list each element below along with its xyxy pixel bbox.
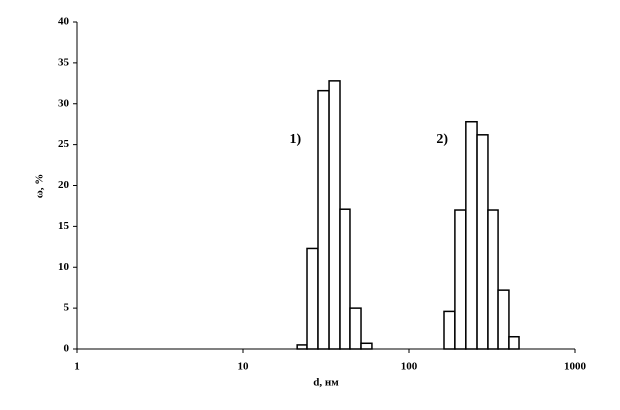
bar — [339, 208, 351, 350]
bar — [360, 342, 373, 350]
x-tick-label: 1000 — [564, 361, 587, 373]
bar — [296, 344, 308, 350]
bar — [476, 134, 489, 350]
bar — [443, 310, 456, 350]
x-tick-label: 100 — [401, 361, 418, 373]
bar — [454, 209, 467, 350]
x-tick-label: 1 — [74, 361, 80, 373]
y-tick-label: 5 — [64, 302, 70, 314]
x-tick-label: 10 — [238, 361, 250, 373]
bar — [465, 120, 478, 350]
y-tick-label: 25 — [58, 138, 70, 150]
bar — [487, 209, 499, 350]
bar — [497, 289, 510, 350]
y-tick-label: 40 — [58, 16, 70, 28]
y-tick-label: 0 — [64, 343, 70, 355]
x-axis-label: d, нм — [313, 377, 339, 389]
series-label: 1) — [289, 132, 301, 147]
bar — [349, 307, 362, 350]
y-axis-label: ω, % — [34, 174, 46, 199]
y-tick-label: 30 — [58, 97, 70, 109]
bar — [306, 247, 319, 350]
bar — [317, 89, 330, 350]
y-tick-label: 15 — [58, 220, 70, 232]
y-tick-label: 10 — [58, 261, 70, 273]
y-tick-label: 20 — [58, 179, 70, 191]
bar — [508, 335, 520, 350]
bar — [328, 80, 341, 350]
y-tick-label: 35 — [58, 56, 70, 68]
series-label: 2) — [436, 132, 448, 147]
